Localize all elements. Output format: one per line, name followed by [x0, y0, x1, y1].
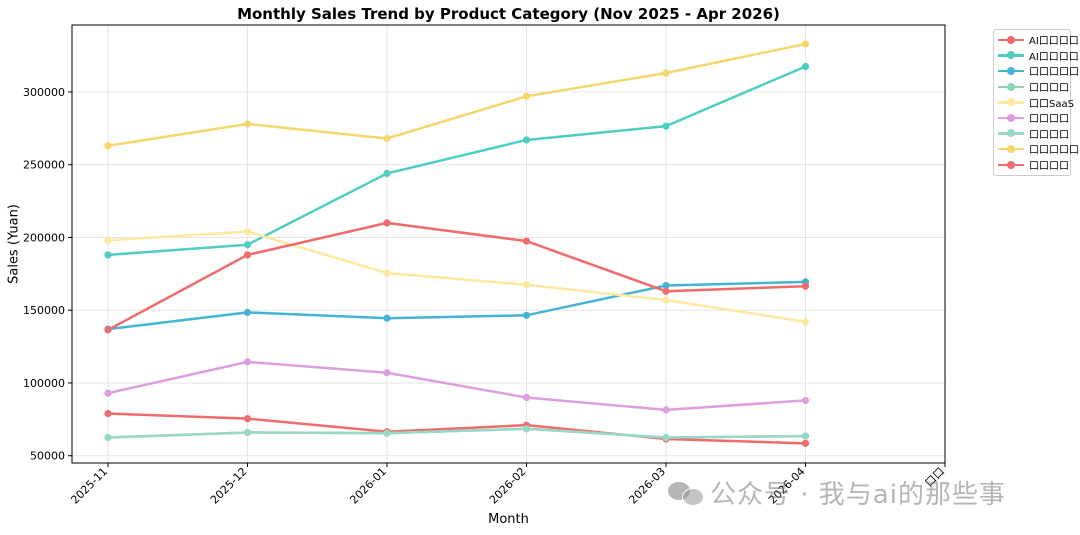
data-point	[104, 251, 112, 259]
legend-item: 口口口口	[998, 126, 1069, 142]
x-tick-label: 2025-11	[68, 465, 110, 507]
legend-swatch	[998, 128, 1024, 138]
data-point	[243, 358, 252, 366]
watermark: 公众号 · 我与ai的那些事	[668, 474, 1006, 511]
series-line-3	[106, 280, 807, 331]
y-tick-label: 100000	[23, 377, 65, 390]
data-point	[243, 415, 252, 423]
legend-label: 口口口口	[1029, 83, 1069, 95]
data-point	[383, 219, 391, 227]
wechat-icon	[668, 480, 704, 506]
series-line-9	[106, 221, 807, 332]
legend-item: 口口口口口	[998, 63, 1079, 79]
data-point	[383, 369, 391, 377]
data-point	[104, 236, 112, 244]
legend-label: AI口口口口	[1029, 51, 1079, 63]
series-line-7	[106, 427, 807, 439]
legend-swatch	[998, 113, 1024, 123]
legend-item: AI口口口口	[998, 32, 1079, 48]
data-point	[383, 269, 391, 277]
y-tick-label: 50000	[30, 450, 65, 463]
y-tick-label: 250000	[23, 159, 65, 172]
data-point	[522, 311, 531, 319]
legend-label: 口口口口	[1029, 129, 1069, 141]
legend-swatch	[998, 66, 1024, 76]
data-point	[662, 296, 670, 304]
chart-legend: AI口口口口 AI口口口口 口口口口口 口口口口 口口SaaS 口口口口 口口口口 口口口口口…	[993, 29, 1080, 177]
data-point	[104, 409, 112, 418]
series-line-8	[106, 42, 807, 148]
legend-item: 口口SaaS	[998, 94, 1074, 110]
data-point	[801, 439, 810, 447]
legend-swatch	[998, 82, 1024, 92]
legend-swatch	[998, 144, 1024, 154]
data-point	[522, 237, 531, 245]
legend-label: AI口口口口	[1029, 36, 1079, 48]
data-point	[243, 251, 252, 259]
data-point	[243, 241, 252, 249]
data-point	[801, 318, 810, 326]
series-line-6	[106, 360, 807, 412]
y-tick-label: 150000	[23, 304, 65, 317]
chart-title: Monthly Sales Trend by Product Category …	[237, 5, 780, 23]
legend-swatch	[998, 97, 1024, 107]
data-point	[662, 406, 670, 414]
data-point	[243, 228, 252, 236]
data-point	[801, 282, 810, 290]
data-point	[522, 281, 531, 289]
data-point	[104, 142, 112, 150]
data-point	[801, 396, 810, 405]
series-line-2	[106, 65, 807, 257]
data-point	[243, 428, 252, 437]
series-line-1	[106, 412, 807, 445]
legend-label: 口口口口	[1029, 114, 1069, 126]
plot-frame	[71, 24, 946, 464]
x-tick-label: 2026-03	[626, 465, 668, 507]
data-point	[662, 122, 670, 130]
data-point	[522, 136, 531, 144]
data-point	[383, 429, 391, 437]
data-point	[801, 432, 810, 440]
x-axis-label: Month	[488, 512, 529, 527]
legend-item: 口口口口	[998, 157, 1069, 173]
data-point	[104, 389, 112, 397]
legend-swatch	[998, 50, 1024, 60]
data-point	[801, 62, 810, 71]
series-line-5	[106, 230, 807, 324]
data-point	[383, 134, 391, 143]
data-point	[662, 281, 670, 290]
data-point	[662, 69, 670, 77]
y-tick-label: 300000	[23, 86, 65, 99]
legend-item: 口口口口	[998, 110, 1069, 126]
y-tick-label: 200000	[23, 231, 65, 244]
x-tick-label: 2025-12	[208, 465, 250, 507]
data-point	[104, 326, 112, 334]
data-point	[662, 433, 670, 442]
x-tick-label: 2026-02	[487, 465, 529, 507]
legend-swatch	[998, 160, 1024, 170]
watermark-text: 公众号 · 我与ai的那些事	[710, 480, 1006, 510]
legend-label: 口口口口口	[1029, 67, 1079, 79]
data-point	[522, 393, 531, 402]
data-point	[243, 308, 252, 316]
data-point	[522, 92, 531, 100]
x-tick-label: 2026-01	[347, 465, 389, 507]
data-point	[522, 425, 531, 433]
legend-item: AI口口口口	[998, 48, 1079, 64]
data-point	[383, 169, 391, 178]
data-point	[104, 433, 112, 442]
data-point	[243, 120, 252, 128]
data-point	[801, 40, 810, 48]
data-point	[662, 287, 670, 295]
legend-label: 口口SaaS	[1029, 98, 1074, 110]
legend-item: 口口口口	[998, 79, 1069, 95]
legend-label: 口口口口	[1029, 161, 1069, 173]
legend-swatch	[998, 35, 1024, 45]
data-point	[383, 314, 391, 322]
